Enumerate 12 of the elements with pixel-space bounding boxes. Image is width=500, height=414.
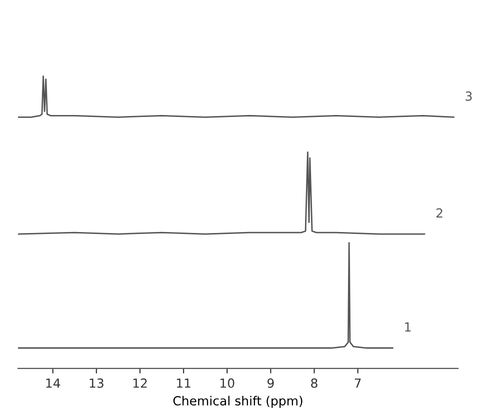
- x-tick-label: 14: [46, 378, 60, 388]
- x-axis-title: Chemical shift (ppm): [173, 396, 302, 408]
- series-label: 3: [466, 91, 472, 101]
- x-tick-label: 11: [176, 378, 190, 388]
- x-tick-label: 7: [354, 378, 361, 388]
- x-tick-label: 8: [311, 378, 318, 388]
- x-tick-label: 13: [90, 378, 104, 388]
- series-label: 1: [405, 322, 411, 332]
- x-tick-label: 10: [220, 378, 234, 388]
- series-label: 2: [436, 208, 442, 218]
- x-tick-label: 9: [267, 378, 274, 388]
- x-tick-label: 12: [133, 378, 147, 388]
